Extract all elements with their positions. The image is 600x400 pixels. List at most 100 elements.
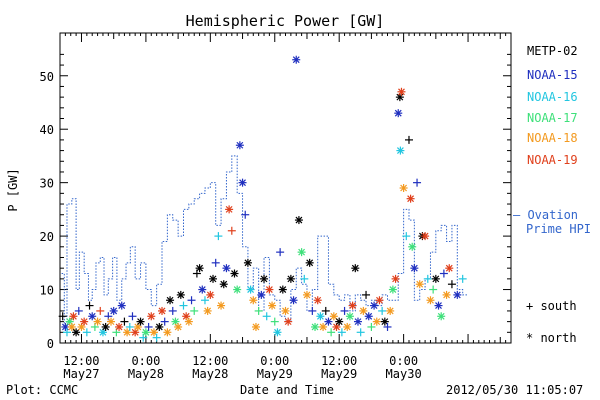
north-point (243, 258, 252, 267)
north-point (195, 264, 204, 273)
north-point (421, 232, 430, 241)
north-point (345, 312, 354, 321)
legend-noaa-16: NOAA-16 (527, 90, 578, 104)
north-point (174, 322, 183, 331)
south-point (270, 317, 279, 326)
north-point (206, 290, 215, 299)
south-point (241, 210, 250, 219)
north-point (353, 317, 362, 326)
north-point (265, 285, 274, 294)
north-point (69, 312, 78, 321)
north-point (305, 258, 314, 267)
legend-metp-02: METP-02 (527, 44, 578, 58)
north-point (166, 296, 175, 305)
north-point (408, 242, 417, 251)
legend-noaa-18: NOAA-18 (527, 131, 578, 145)
north-point (311, 322, 320, 331)
chart-title: Hemispheric Power [GW] (186, 12, 385, 30)
north-point (93, 317, 102, 326)
north-point (88, 312, 97, 321)
south-point (254, 306, 263, 315)
south-point (362, 290, 371, 299)
north-point (397, 87, 406, 96)
north-point (316, 312, 325, 321)
south-point (168, 306, 177, 315)
north-point (198, 285, 207, 294)
north-point (257, 290, 266, 299)
north-point (406, 194, 415, 203)
south-point (74, 306, 83, 315)
north-point (176, 290, 185, 299)
south-point (96, 306, 105, 315)
x-tick-label: 12:00 (192, 354, 228, 368)
north-point (233, 285, 242, 294)
legend-south-symbol: + south (526, 299, 577, 313)
south-point (429, 285, 438, 294)
north-point (136, 317, 145, 326)
north-point (246, 285, 255, 294)
south-point (160, 317, 169, 326)
x-axis-label: Date and Time (240, 383, 334, 397)
north-point (230, 269, 239, 278)
north-point (249, 296, 258, 305)
north-point (149, 328, 158, 337)
x-tick-label: 12:00 (321, 354, 357, 368)
legend-ovation-label-2: Prime HPI (526, 222, 592, 236)
south-point (82, 328, 91, 337)
north-point (434, 301, 443, 310)
x-tick-date: May29 (321, 367, 357, 381)
north-point (343, 322, 352, 331)
north-point (442, 290, 451, 299)
x-tick-date: May30 (386, 367, 422, 381)
north-point (273, 328, 282, 337)
x-tick-date: May28 (128, 367, 164, 381)
north-point (209, 274, 218, 283)
north-point (351, 264, 360, 273)
south-point (227, 226, 236, 235)
north-point (391, 274, 400, 283)
north-point (123, 328, 132, 337)
north-point (217, 301, 226, 310)
north-point (251, 322, 260, 331)
north-point (219, 280, 228, 289)
north-point (171, 317, 180, 326)
north-point (394, 109, 403, 118)
south-point (179, 301, 188, 310)
x-tick-date: May28 (192, 367, 228, 381)
north-point (72, 328, 81, 337)
north-point (260, 274, 269, 283)
north-point (437, 312, 446, 321)
north-point (67, 322, 76, 331)
legend-ovation-label: — Ovation (513, 208, 579, 222)
south-point (187, 296, 196, 305)
south-point (62, 328, 71, 337)
x-tick-label: 12:00 (63, 354, 99, 368)
x-tick-date: May27 (63, 367, 99, 381)
south-point (340, 306, 349, 315)
north-point (453, 290, 462, 299)
north-point (335, 317, 344, 326)
north-point (222, 264, 231, 273)
north-point (372, 317, 381, 326)
north-point (278, 285, 287, 294)
north-point (286, 274, 295, 283)
south-point (214, 232, 223, 241)
legend-noaa-15: NOAA-15 (527, 68, 578, 82)
north-point (380, 317, 389, 326)
legend-noaa-19: NOAA-19 (527, 153, 578, 167)
north-point (158, 306, 167, 315)
south-point (413, 178, 422, 187)
south-point (327, 328, 336, 337)
south-point (300, 274, 309, 283)
south-point (378, 306, 387, 315)
legend-north-symbol: * north (526, 331, 577, 345)
north-point (319, 322, 328, 331)
south-point (120, 317, 129, 326)
x-tick-date: May29 (257, 367, 293, 381)
north-point (297, 248, 306, 257)
y-tick-label: 30 (40, 177, 54, 191)
south-point (190, 306, 199, 315)
ovation-prime-series-line (61, 155, 469, 328)
north-point (284, 317, 293, 326)
